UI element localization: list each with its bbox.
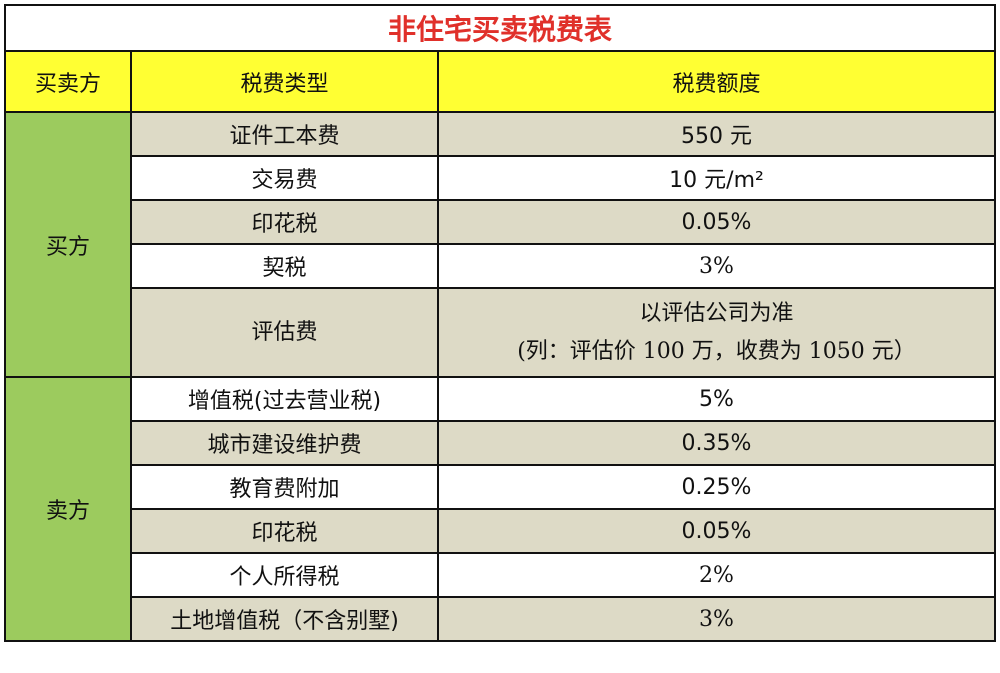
table-row: 土地增值税（不含别墅) 3%	[5, 596, 996, 642]
fee-type: 个人所得税	[130, 552, 439, 598]
fee-type: 评估费	[130, 287, 439, 378]
fee-amount: 10 元/m²	[437, 155, 996, 201]
fee-amount: 0.35%	[437, 420, 996, 466]
fee-type: 证件工本费	[130, 111, 439, 157]
fee-type: 土地增值税（不含别墅)	[130, 596, 439, 642]
fee-amount: 2%	[437, 552, 996, 598]
fee-note: (列：评估价 100 万，收费为 1050 元）	[517, 338, 916, 364]
fee-type: 契税	[130, 243, 439, 289]
table-title: 非住宅买卖税费表	[4, 4, 996, 52]
table-row: 契税 3%	[5, 243, 996, 289]
fee-amount: 5%	[437, 376, 996, 422]
fee-type: 教育费附加	[130, 464, 439, 510]
table-row: 印花税 0.05%	[5, 508, 996, 554]
table-row: 个人所得税 2%	[5, 552, 996, 598]
fee-amount: 550 元	[437, 111, 996, 157]
table-row: 买方 证件工本费 550 元	[4, 111, 996, 378]
table-row: 卖方 增值税(过去营业税) 5%	[4, 376, 996, 642]
fee-type: 交易费	[130, 155, 439, 201]
fee-type: 增值税(过去营业税)	[130, 376, 439, 422]
fee-amount: 0.25%	[437, 464, 996, 510]
header-party: 买卖方	[4, 50, 132, 113]
fee-amount: 3%	[437, 596, 996, 642]
tax-fee-table: 非住宅买卖税费表 买卖方 税费类型 税费额度 买方 证件工本费 550 元 交易…	[4, 4, 996, 642]
table-row: 城市建设维护费 0.35%	[5, 420, 996, 466]
header-type: 税费类型	[130, 50, 439, 113]
fee-type: 城市建设维护费	[130, 420, 439, 466]
fee-amount: 3%	[437, 243, 996, 289]
table-row: 教育费附加 0.25%	[5, 464, 996, 510]
fee-amount: 0.05%	[437, 199, 996, 245]
fee-amount: 0.05%	[437, 508, 996, 554]
fee-amount-cell: 以评估公司为准 (列：评估价 100 万，收费为 1050 元）	[437, 287, 996, 378]
fee-amount: 以评估公司为准	[639, 300, 794, 326]
seller-label: 卖方	[4, 376, 132, 642]
table-row: 评估费 以评估公司为准 (列：评估价 100 万，收费为 1050 元）	[5, 287, 996, 378]
fee-type: 印花税	[130, 199, 439, 245]
table-row: 交易费 10 元/m²	[5, 155, 996, 201]
header-amount: 税费额度	[437, 50, 996, 113]
table-row: 印花税 0.05%	[5, 199, 996, 245]
buyer-label: 买方	[4, 111, 132, 378]
fee-type: 印花税	[130, 508, 439, 554]
header-row: 买卖方 税费类型 税费额度	[4, 50, 996, 113]
